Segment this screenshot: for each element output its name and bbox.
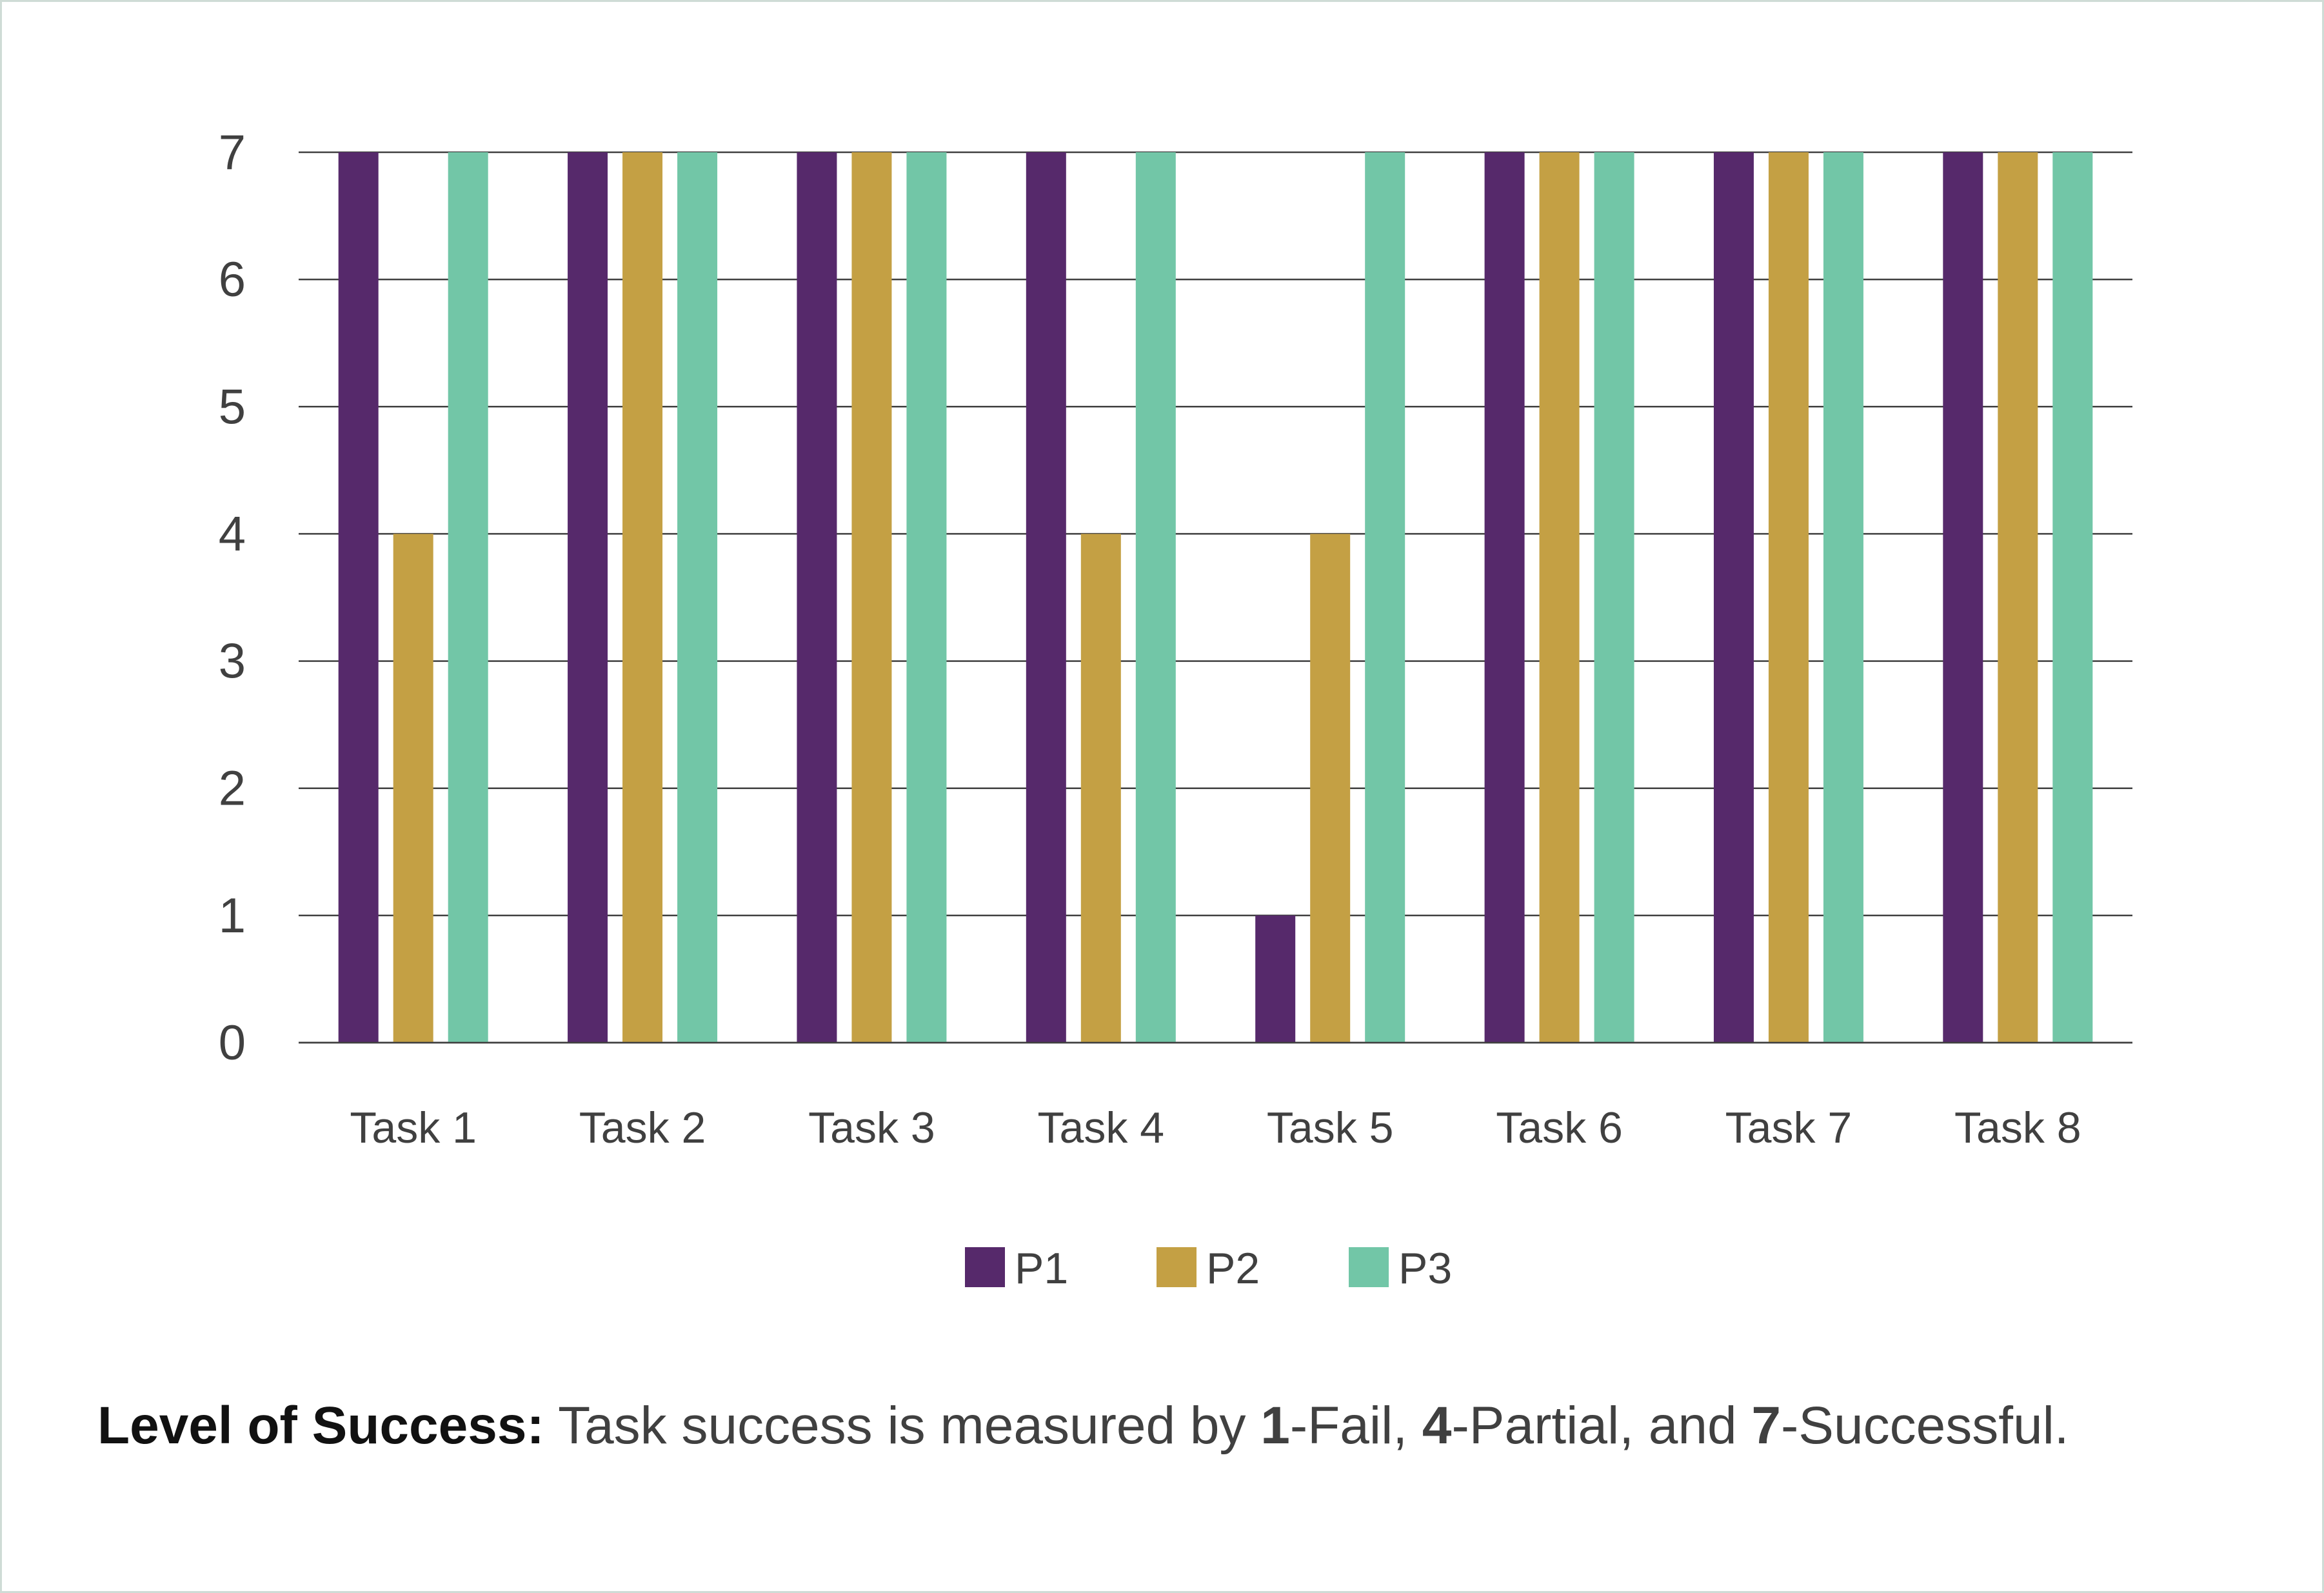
- bar-task-6-p2: [1539, 152, 1580, 1043]
- x-tick-label-6: Task 6: [1496, 1103, 1623, 1152]
- y-tick-label-3: 3: [219, 634, 246, 689]
- bar-task-5-p2: [1310, 534, 1351, 1043]
- y-tick-label-6: 6: [219, 252, 246, 307]
- bar-task-3-p2: [851, 152, 892, 1043]
- bar-task-4-p3: [1135, 152, 1176, 1043]
- x-tick-label-2: Task 2: [579, 1103, 706, 1152]
- bar-task-7-p3: [1823, 152, 1863, 1043]
- caption-heading: Level of Success:: [97, 1396, 544, 1455]
- y-axis-ticks: 0 1 2 3 4 5 6 7: [219, 125, 246, 1070]
- bar-task-5-p3: [1365, 152, 1405, 1043]
- x-tick-label-1: Task 1: [350, 1103, 477, 1152]
- caption-text-2: -Fail,: [1289, 1396, 1422, 1455]
- bar-task-8-p2: [1998, 152, 2038, 1043]
- legend-swatch-p2: [1157, 1247, 1197, 1287]
- bar-task-1-p1: [338, 152, 379, 1043]
- x-tick-label-3: Task 3: [808, 1103, 935, 1152]
- bar-task-4-p2: [1080, 534, 1121, 1043]
- bar-task-2-p1: [568, 152, 608, 1043]
- y-tick-label-0: 0: [219, 1016, 246, 1070]
- bar-task-2-p3: [677, 152, 718, 1043]
- x-tick-label-4: Task 4: [1038, 1103, 1165, 1152]
- legend-swatch-p1: [965, 1247, 1005, 1287]
- caption-text-1: Task success is measured by: [544, 1396, 1261, 1455]
- x-tick-label-8: Task 8: [1954, 1103, 2081, 1152]
- y-tick-label-4: 4: [219, 506, 246, 561]
- bar-task-7-p2: [1768, 152, 1809, 1043]
- bar-task-5-p1: [1255, 915, 1296, 1043]
- legend-swatch-p3: [1349, 1247, 1389, 1287]
- legend-label-p3: P3: [1398, 1244, 1452, 1293]
- legend-label-p1: P1: [1015, 1244, 1068, 1293]
- bars: [299, 152, 2132, 1044]
- caption: Level of Success: Task success is measur…: [97, 1396, 2069, 1456]
- x-axis-ticks: Task 1 Task 2 Task 3 Task 4 Task 5 Task 6 Task…: [350, 1103, 2081, 1152]
- x-tick-label-7: Task 7: [1725, 1103, 1852, 1152]
- legend-label-p2: P2: [1206, 1244, 1260, 1293]
- caption-text-3: -Partial, and: [1451, 1396, 1752, 1455]
- bar-task-7-p1: [1713, 152, 1754, 1043]
- bar-task-8-p1: [1943, 152, 1983, 1043]
- bar-task-1-p2: [393, 534, 433, 1043]
- caption-num-success: 7: [1751, 1396, 1781, 1455]
- bar-task-2-p2: [622, 152, 663, 1043]
- x-tick-label-5: Task 5: [1267, 1103, 1394, 1152]
- caption-num-fail: 1: [1260, 1396, 1290, 1455]
- bar-task-6-p3: [1594, 152, 1634, 1043]
- bar-task-8-p3: [2052, 152, 2093, 1043]
- bar-task-6-p1: [1484, 152, 1525, 1043]
- bar-task-1-p3: [448, 152, 488, 1043]
- y-tick-label-1: 1: [219, 888, 246, 943]
- y-tick-label-5: 5: [219, 379, 246, 434]
- bar-task-4-p1: [1026, 152, 1066, 1043]
- y-tick-label-2: 2: [219, 761, 246, 816]
- bar-task-3-p3: [906, 152, 947, 1043]
- caption-num-partial: 4: [1422, 1396, 1452, 1455]
- caption-text-4: -Successful.: [1780, 1396, 2069, 1455]
- legend: P1 P2 P3: [965, 1244, 1452, 1293]
- bar-task-3-p1: [797, 152, 837, 1043]
- y-tick-label-7: 7: [219, 125, 246, 180]
